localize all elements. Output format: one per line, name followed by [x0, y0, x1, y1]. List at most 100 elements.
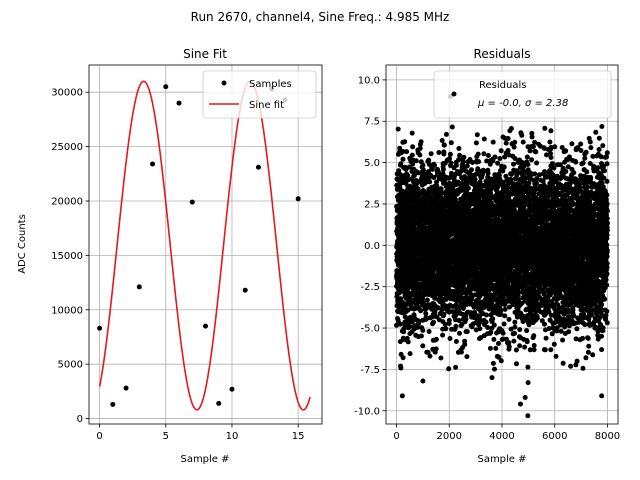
- residual-point: [427, 179, 433, 185]
- residual-point: [497, 156, 503, 161]
- residual-point: [490, 139, 496, 145]
- residual-point: [508, 126, 514, 131]
- sine-fit-ylabel: ADC Counts: [17, 214, 28, 274]
- residual-point: [431, 175, 437, 180]
- sample-point: [203, 323, 208, 329]
- sample-point: [176, 100, 182, 106]
- residual-point: [396, 168, 402, 174]
- residual-point: [424, 297, 430, 303]
- residual-point: [449, 124, 455, 130]
- residual-point: [436, 150, 442, 155]
- residual-point: [440, 166, 446, 172]
- residual-point: [506, 344, 512, 350]
- residual-point: [506, 316, 512, 322]
- residual-point: [448, 140, 454, 146]
- legend-samples-label: Samples: [249, 79, 292, 90]
- residual-point: [420, 162, 426, 168]
- figure-suptitle: Run 2670, channel4, Sine Freq.: 4.985 MH…: [191, 10, 450, 24]
- residual-point: [447, 156, 452, 162]
- residual-point: [493, 345, 499, 351]
- residual-point: [431, 319, 436, 325]
- residual-point: [398, 161, 404, 167]
- residual-point: [415, 324, 421, 330]
- residual-point: [511, 338, 517, 344]
- residual-point: [501, 321, 507, 327]
- residual-point: [490, 316, 496, 322]
- sine-fit-xlabel: Sample #: [180, 454, 229, 465]
- residual-point: [427, 353, 433, 359]
- residual-point: [517, 327, 523, 333]
- sample-point: [123, 385, 129, 391]
- residual-point: [511, 144, 517, 150]
- residual-point: [514, 361, 519, 367]
- residual-point: [400, 156, 406, 162]
- sine-fit-line: [98, 80, 311, 411]
- residual-point: [490, 360, 496, 366]
- sine-fit-ytick-label: 30000: [51, 88, 83, 99]
- residual-point: [514, 314, 520, 320]
- residual-point: [432, 295, 438, 301]
- sample-point: [255, 164, 261, 170]
- residual-point: [420, 343, 426, 349]
- residual-point: [423, 311, 429, 316]
- residual-point: [405, 307, 411, 313]
- residual-point: [484, 312, 489, 318]
- residual-point: [456, 146, 462, 151]
- residual-point: [474, 132, 480, 138]
- sine-fit-title: Sine Fit: [183, 47, 227, 61]
- residual-point: [405, 339, 411, 345]
- residual-point: [502, 313, 508, 319]
- legend-samples-marker: [221, 80, 227, 86]
- sample-point: [97, 325, 103, 331]
- residual-point: [440, 332, 446, 338]
- residual-point: [453, 313, 459, 318]
- residual-point: [501, 164, 507, 170]
- sine-fit-curve-layer: [98, 80, 311, 411]
- residual-point: [418, 139, 424, 145]
- sample-point: [242, 287, 248, 293]
- residual-point: [503, 140, 509, 146]
- residual-point: [410, 161, 416, 167]
- sine-fit-ytick-label: 0: [77, 414, 83, 425]
- sine-fit-axes-frame: [88, 64, 323, 425]
- residual-point: [512, 319, 518, 325]
- sine-fit-ytick-label: 25000: [51, 142, 83, 153]
- residual-point: [512, 139, 518, 145]
- residual-point: [429, 166, 435, 172]
- residual-point: [512, 324, 518, 330]
- residual-point: [485, 170, 491, 176]
- residual-point: [409, 130, 415, 136]
- sample-point: [150, 161, 156, 167]
- residual-point: [505, 148, 511, 153]
- residual-point: [519, 132, 525, 138]
- residual-point: [513, 347, 519, 353]
- residual-point: [443, 326, 449, 332]
- residual-point: [492, 366, 497, 372]
- sample-point: [189, 199, 195, 205]
- samples-layer: [97, 84, 301, 407]
- residual-point: [420, 327, 426, 333]
- residual-point: [402, 139, 408, 145]
- residual-point: [515, 292, 521, 298]
- residual-point: [453, 162, 459, 168]
- residual-point: [498, 358, 504, 364]
- residual-point: [400, 149, 406, 154]
- residual-point: [407, 351, 413, 357]
- residual-point: [397, 339, 403, 345]
- residual-point: [439, 138, 445, 143]
- residual-point: [475, 151, 481, 157]
- residual-point: [498, 148, 504, 154]
- residual-point: [418, 308, 424, 314]
- residual-point: [441, 151, 447, 157]
- residual-point: [423, 316, 429, 322]
- sine-fit-ytick-label: 15000: [51, 251, 83, 262]
- residual-point: [407, 324, 413, 330]
- sample-point: [295, 196, 301, 202]
- residuals-panel: 0 2000 4000 6000 8000 -10.0-7.5-5.0-2.50.02.…: [354, 47, 620, 465]
- residual-point: [441, 311, 447, 317]
- residual-point: [409, 152, 415, 158]
- residual-point: [409, 319, 415, 325]
- residual-point: [433, 336, 439, 342]
